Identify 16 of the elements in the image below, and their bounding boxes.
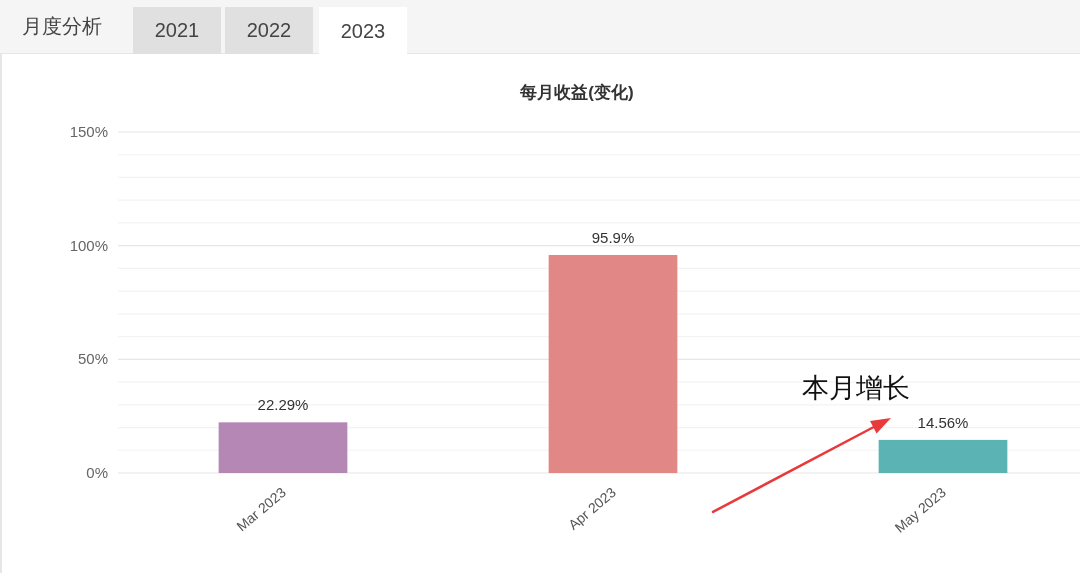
- data-label: 95.9%: [591, 228, 635, 246]
- tab: 2021: [133, 7, 221, 54]
- y-tick-label: 100%: [69, 236, 108, 254]
- bar: [218, 422, 348, 473]
- y-tick-label: 50%: [77, 350, 108, 368]
- bar: [548, 254, 678, 473]
- bar: [878, 439, 1008, 473]
- tab: 2022: [225, 7, 313, 54]
- text: 月度分析: [22, 14, 102, 38]
- annotation: 本月增长: [802, 372, 910, 403]
- tab: 2023: [319, 7, 407, 55]
- y-tick-label: 150%: [69, 123, 108, 140]
- data-label: 14.56%: [917, 413, 969, 431]
- data-label: 22.29%: [257, 396, 309, 414]
- y-tick-label: 0%: [86, 464, 108, 481]
- chart-title: 每月收益(变化): [519, 83, 634, 102]
